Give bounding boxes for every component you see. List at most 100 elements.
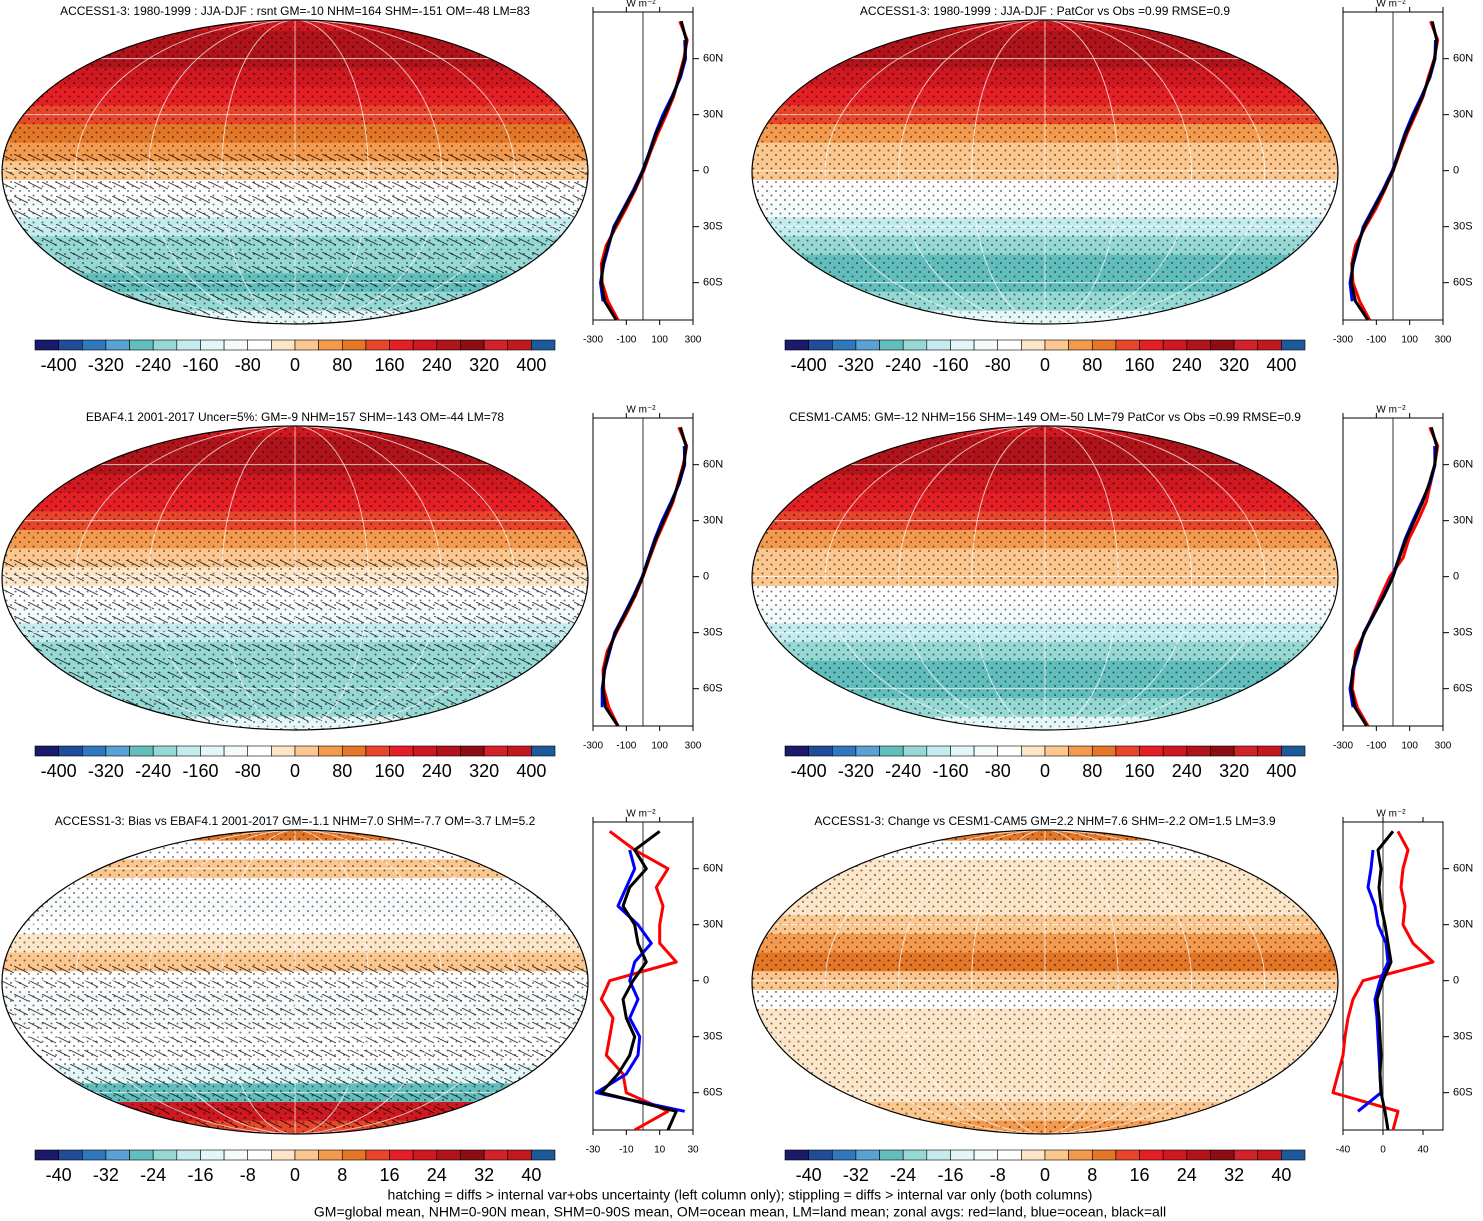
colorbar-label: 80 [332,355,352,375]
colorbar-label: 32 [474,1165,494,1185]
colorbar-label: 160 [1125,355,1155,375]
x-tick-label: -300 [583,335,603,346]
map [752,830,1338,1134]
colorbar-box [105,1149,130,1161]
colorbar-box [247,1149,272,1161]
colorbar-label: 320 [469,355,499,375]
colorbar-box [1068,1149,1093,1161]
colorbar-label: 40 [1271,1165,1291,1185]
x-tick-label: 100 [1401,335,1418,346]
colorbar-box [997,339,1022,351]
colorbar-box [1091,339,1117,351]
y-tick-label: 30N [703,109,723,121]
colorbar-box [1233,339,1259,351]
colorbar-label: -240 [885,355,921,375]
colorbar-label: 400 [1266,355,1296,375]
x-tick-label: -300 [1333,741,1353,752]
x-tick-label: -100 [1366,335,1386,346]
colorbar-box [507,1149,532,1161]
unit-label: W m⁻² [626,405,656,416]
colorbar-box [412,339,438,351]
y-tick-label: 60N [1453,53,1473,65]
colorbar-box [1044,1149,1069,1161]
meridian [221,830,369,1134]
colorbar-box [1162,745,1188,757]
colorbar-box [1021,339,1046,351]
colorbar-box [200,745,225,757]
colorbar-box [1281,1149,1306,1161]
colorbar-box [1257,745,1282,757]
colorbar-box [318,745,343,757]
zonal-profile [1331,830,1435,1131]
y-tick-label: 60S [703,1087,723,1099]
panel-title: ACCESS1-3: Change vs CESM1-CAM5 GM=2.2 N… [814,814,1276,828]
x-tick-label: 300 [685,741,702,752]
meridian [221,20,369,324]
colorbar-box [997,745,1022,757]
zonal-profile [1350,20,1440,321]
meridian [74,830,516,1134]
colorbar-box [1162,339,1188,351]
panel-title: CESM1-CAM5: GM=-12 NHM=156 SHM=-149 OM=-… [789,410,1301,424]
x-tick-label: -40 [1336,1145,1351,1156]
colorbar-label: -240 [135,761,171,781]
y-tick-label: 60S [1453,1087,1473,1099]
colorbar-label: -400 [791,355,827,375]
colorbar-box [34,1149,59,1161]
meridian [824,830,1266,1134]
colorbar-box [1139,339,1164,351]
colorbar-label: -32 [843,1165,869,1185]
colorbar-box [271,745,296,757]
colorbar-label: 0 [1040,355,1050,375]
colorbar-box [129,339,154,351]
x-tick-label: 100 [651,741,668,752]
map [2,20,588,324]
y-tick-label: 30N [703,515,723,527]
y-tick-label: 30S [703,221,723,233]
colorbar-box [831,339,857,351]
colorbar-label: -160 [932,761,968,781]
colorbar-box [973,1149,999,1161]
colorbar-box [1186,339,1211,351]
colorbar-label: 400 [516,761,546,781]
colorbar-box [58,339,83,351]
colorbar-box [1257,1149,1282,1161]
map [752,426,1338,730]
x-tick-label: 300 [1435,741,1452,752]
zonal-profile [594,849,686,1113]
colorbar-label: -320 [838,761,874,781]
colorbar-box [1233,745,1259,757]
colorbar-box [247,339,272,351]
x-tick-label: -100 [616,741,636,752]
colorbar-label: 24 [427,1165,447,1185]
colorbar-box [271,339,296,351]
profile-frame [1342,821,1444,1131]
colorbar-box [365,1149,390,1161]
colorbar-label: -32 [93,1165,119,1185]
colorbar-box [271,1149,296,1161]
colorbar-box [831,1149,857,1161]
y-tick-label: 30S [703,627,723,639]
colorbar-box [412,745,438,757]
colorbar-box [1115,339,1140,351]
colorbar-box [294,1149,319,1161]
colorbar-label: 320 [1219,355,1249,375]
colorbar-box [294,745,319,757]
meridian [148,426,442,730]
panel-title: ACCESS1-3: 1980-1999 : JJA-DJF : rsnt GM… [60,4,530,18]
colorbar-label: 80 [1082,761,1102,781]
y-tick-label: 60S [703,683,723,695]
colorbar-box [436,339,461,351]
colorbar-box [1210,1149,1235,1161]
colorbar-box [318,1149,343,1161]
meridian [898,426,1192,730]
colorbar-box [808,1149,833,1161]
colorbar-label: 240 [422,355,452,375]
colorbar-label: -80 [985,761,1011,781]
colorbar-box [200,339,225,351]
y-tick-label: 60S [1453,683,1473,695]
colorbar-box [879,339,904,351]
colorbar-box [341,745,367,757]
y-tick-label: 60N [1453,863,1473,875]
x-tick-label: 100 [651,335,668,346]
